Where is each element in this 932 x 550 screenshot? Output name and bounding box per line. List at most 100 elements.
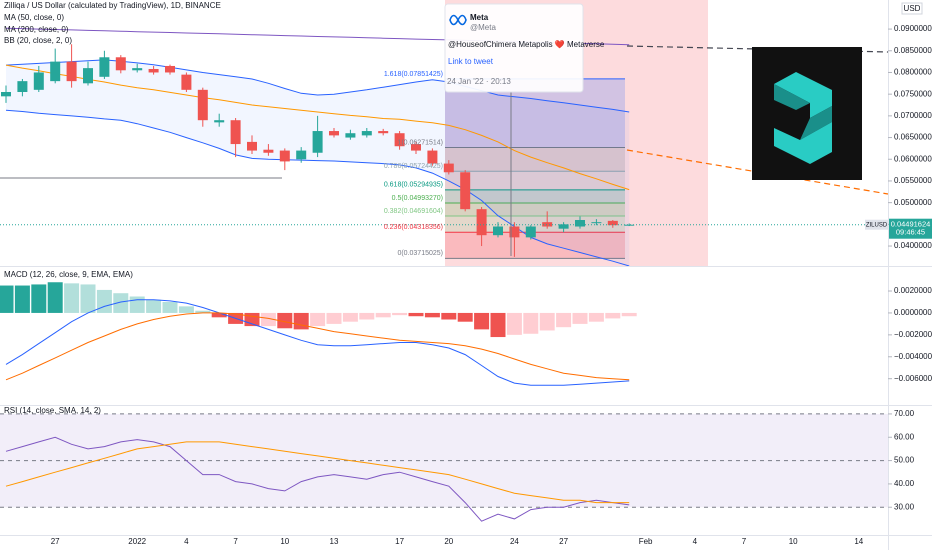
- histogram-bar: [14, 285, 30, 313]
- histogram-bar: [113, 293, 129, 313]
- countdown-label: 09:46:45: [896, 228, 925, 237]
- histogram-bar: [523, 312, 539, 334]
- candle-body: [361, 131, 372, 136]
- rsi-pane: [0, 413, 888, 522]
- candle-body: [427, 150, 438, 164]
- histogram-bar: [556, 312, 572, 328]
- histogram-bar: [64, 283, 80, 313]
- y-tick-label: −0.00400000: [894, 352, 932, 361]
- candle-body: [17, 81, 28, 92]
- candle-body: [542, 222, 553, 227]
- x-tick-label: 14: [854, 537, 863, 546]
- fib-label: 1(0.06271514): [397, 139, 443, 146]
- x-tick-label: 20: [444, 537, 453, 546]
- candle-body: [247, 141, 257, 151]
- histogram-bar: [293, 312, 309, 330]
- candle-body: [493, 226, 503, 236]
- histogram-bar: [605, 312, 621, 319]
- fib-label: 0.382(0.04691604): [384, 208, 443, 215]
- candle-body: [394, 133, 405, 147]
- candle-body: [165, 65, 175, 73]
- x-tick-label: 4: [693, 537, 698, 546]
- histogram-bar: [621, 312, 637, 317]
- macd-line: [5, 312, 630, 381]
- histogram-bar: [392, 312, 408, 316]
- fib-zone: [445, 147, 625, 172]
- histogram-bar: [195, 310, 211, 313]
- candle-body: [148, 68, 159, 73]
- histogram-bar: [96, 289, 112, 313]
- y-tick-label: 0.09000000: [894, 24, 932, 33]
- histogram-bar: [424, 312, 440, 318]
- meta-logo: [449, 14, 467, 26]
- logo: [752, 47, 862, 180]
- tweet-author: Meta: [470, 13, 489, 22]
- histogram-bar: [342, 312, 358, 322]
- chart-title: Zilliqa / US Dollar (calculated by Tradi…: [4, 1, 221, 10]
- tweet-card[interactable]: Meta @Meta @HouseofChimera Metapolis ❤️ …: [444, 3, 605, 93]
- logo-shape: [800, 106, 832, 140]
- candle-body: [378, 131, 389, 134]
- candle-body: [296, 150, 307, 160]
- logo-shape: [774, 84, 810, 110]
- price-pane: [0, 27, 888, 266]
- candle-body: [476, 209, 487, 236]
- macd-pane: [0, 282, 637, 386]
- candle-body: [33, 72, 44, 90]
- y-tick-label: 30.00: [894, 502, 915, 511]
- band-fill: [6, 59, 630, 266]
- currency-box[interactable]: [901, 2, 923, 15]
- fib-label: 0(0.03715025): [397, 250, 443, 257]
- candle-body: [66, 61, 77, 82]
- moving-average: [5, 64, 630, 191]
- histogram-bar: [408, 312, 424, 317]
- logo-shape: [774, 122, 832, 164]
- logo-shape: [774, 72, 832, 118]
- y-tick-label: 0.00000000: [894, 308, 932, 317]
- candle-body: [50, 61, 61, 82]
- macd-line: [5, 299, 630, 386]
- price-tag-label: 0.04491624: [891, 220, 931, 229]
- legend-entry: MA (200, close, 0): [4, 25, 69, 34]
- candle-body: [263, 149, 274, 153]
- histogram-bar: [0, 285, 14, 313]
- histogram-bar: [260, 312, 276, 327]
- legend-entry: MA (50, close, 0): [4, 13, 64, 22]
- x-tick-label: 24: [510, 537, 519, 546]
- x-tick-label: 27: [559, 537, 568, 546]
- candle-body: [279, 150, 290, 162]
- fib-label: 0.786(0.05724425): [384, 163, 443, 170]
- histogram-bar: [129, 296, 145, 313]
- candle-body: [345, 133, 356, 138]
- candle-body: [181, 74, 192, 90]
- x-tick-label: 10: [280, 537, 289, 546]
- candle-body: [525, 226, 536, 238]
- candle-body: [558, 224, 569, 229]
- histogram-bar: [47, 282, 63, 313]
- histogram-bar: [162, 301, 178, 313]
- candle-body: [83, 68, 93, 84]
- y-tick-label: −0.00600000: [894, 374, 932, 383]
- candle-body: [312, 131, 323, 153]
- price-tag: [889, 218, 932, 239]
- x-tick-label: 10: [789, 537, 798, 546]
- pane-title: RSI (14, close, SMA, 14, 2): [4, 406, 101, 415]
- x-tick-label: 17: [395, 537, 404, 546]
- x-tick-label: 7: [742, 537, 747, 546]
- fib-zone: [445, 189, 625, 203]
- tweet-time: 24 Jan '22 · 20:13: [447, 77, 511, 86]
- candle-body: [230, 120, 241, 145]
- candle-body: [591, 222, 602, 224]
- tweet-link[interactable]: Link to tweet: [448, 57, 494, 66]
- fib-label: 0.618(0.05294935): [384, 182, 443, 189]
- histogram-bar: [277, 312, 293, 329]
- histogram-bar: [326, 312, 342, 324]
- y-tick-label: 60.00: [894, 432, 915, 441]
- fib-label: 0.236(0.04318356): [384, 224, 443, 231]
